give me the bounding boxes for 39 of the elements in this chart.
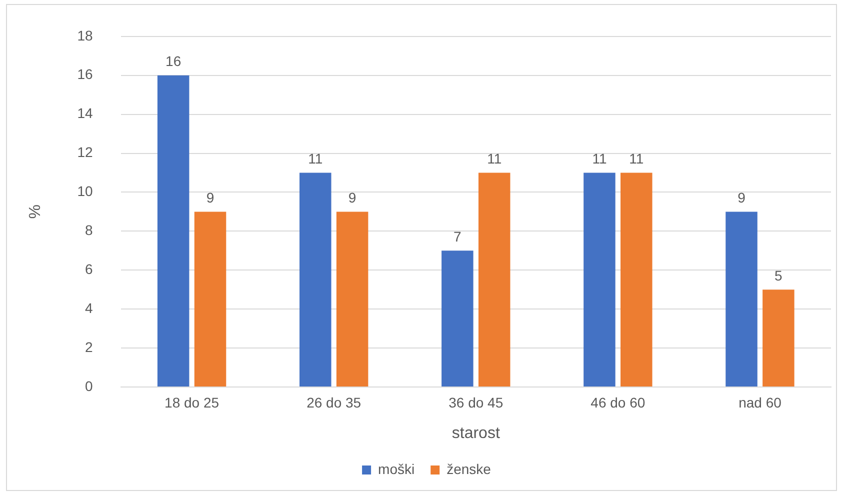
x-axis-title: starost — [452, 424, 500, 442]
bar — [336, 212, 368, 386]
data-label: 16 — [166, 53, 182, 70]
y-tick-label: 6 — [84, 260, 93, 277]
bar — [299, 172, 332, 386]
y-tick-label: 16 — [77, 66, 93, 82]
y-tick-label: 8 — [84, 222, 93, 238]
bar — [157, 75, 190, 386]
x-tick-label: 18 do 25 — [164, 394, 220, 410]
y-tick-label: 2 — [84, 338, 93, 355]
data-label: 7 — [454, 228, 462, 245]
data-label: 9 — [738, 190, 746, 206]
y-tick-label: 0 — [84, 378, 93, 394]
data-label: 5 — [774, 267, 783, 284]
x-tick-label: nad 60 — [738, 394, 782, 410]
y-tick-label: 4 — [84, 300, 93, 316]
x-tick-label: 36 do 45 — [448, 394, 504, 410]
y-tick-label: 14 — [77, 105, 93, 122]
bar — [478, 172, 510, 386]
data-label: 11 — [629, 150, 644, 167]
legend-label: ženske — [446, 460, 492, 477]
legend-label: moški — [378, 460, 415, 477]
data-label: 11 — [487, 150, 502, 167]
y-axis-title: % — [27, 204, 44, 219]
bar — [442, 250, 474, 386]
bar — [584, 172, 616, 386]
bar — [620, 172, 652, 386]
bar — [726, 212, 758, 386]
x-tick-label: 46 do 60 — [590, 394, 646, 410]
data-label: 11 — [592, 150, 607, 167]
y-tick-label: 12 — [77, 144, 93, 160]
y-tick-label: 10 — [77, 183, 93, 200]
bar — [194, 212, 226, 386]
data-label: 11 — [308, 150, 323, 167]
x-tick-label: 26 do 35 — [306, 394, 362, 410]
bar — [762, 290, 794, 386]
data-label: 9 — [348, 190, 356, 206]
data-label: 9 — [206, 190, 214, 206]
y-tick-label: 18 — [77, 27, 93, 44]
